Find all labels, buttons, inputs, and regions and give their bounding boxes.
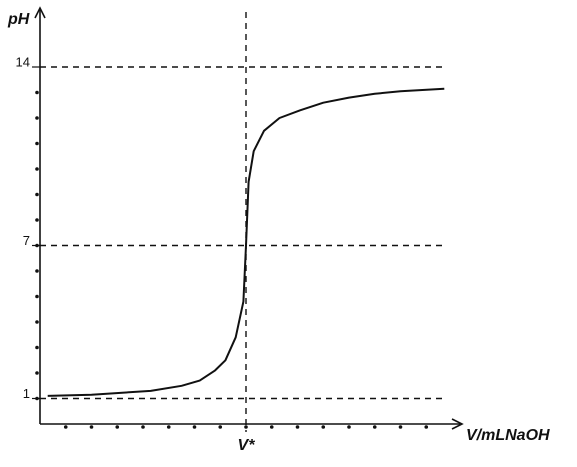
minor-tick	[115, 425, 120, 429]
x-axis-arrow	[451, 418, 464, 430]
minor-tick	[35, 320, 39, 324]
minor-tick	[295, 425, 300, 429]
minor-tick	[35, 345, 39, 350]
y-tick-label: 7	[23, 233, 30, 248]
minor-tick	[218, 425, 223, 429]
minor-tick	[244, 425, 248, 429]
minor-tick	[35, 218, 39, 222]
minor-tick	[89, 425, 94, 429]
minor-tick	[192, 425, 197, 429]
minor-tick	[424, 425, 429, 429]
minor-tick	[35, 116, 39, 120]
y-axis-arrow	[34, 6, 46, 19]
y-tick-label: 14	[16, 54, 30, 69]
y-tick-label: 1	[23, 386, 30, 401]
minor-tick	[35, 269, 39, 273]
minor-tick	[35, 90, 39, 95]
minor-tick	[321, 425, 326, 429]
minor-tick	[35, 371, 39, 375]
minor-tick	[63, 425, 68, 429]
minor-tick	[269, 425, 274, 429]
x-axis-label: V/mLNaOH	[466, 427, 550, 444]
minor-tick	[35, 192, 39, 197]
titration-curve	[47, 87, 445, 397]
minor-tick	[35, 141, 39, 146]
minor-tick	[35, 243, 39, 248]
y-axis-label: pH	[7, 11, 30, 28]
minor-tick	[141, 425, 145, 429]
minor-tick	[35, 294, 39, 299]
minor-tick	[35, 396, 39, 401]
minor-tick	[166, 425, 171, 429]
minor-tick	[347, 425, 351, 429]
minor-tick	[398, 425, 403, 429]
minor-tick	[372, 425, 377, 429]
x-tick-label: V*	[238, 437, 256, 454]
minor-tick	[35, 167, 39, 171]
